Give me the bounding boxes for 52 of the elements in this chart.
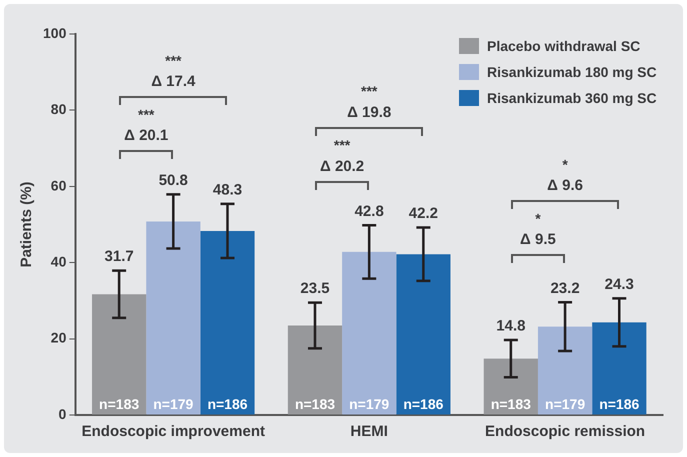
- y-tick-label: 0: [58, 406, 67, 422]
- bar: [200, 230, 255, 414]
- annotation: n=183: [490, 396, 532, 412]
- annotation: ***: [138, 106, 155, 122]
- y-tick-label: 60: [50, 177, 67, 194]
- data-label: 48.3: [212, 182, 242, 199]
- bar: [538, 326, 592, 414]
- annotation: ***: [165, 52, 182, 68]
- annotation: n=179: [153, 396, 194, 412]
- annotation: Δ 17.4: [151, 73, 196, 90]
- bar: [288, 325, 342, 414]
- annotation: n=179: [545, 396, 586, 412]
- y-tick-label: 20: [50, 330, 67, 346]
- legend-label: Placebo withdrawal SC: [487, 38, 640, 54]
- data-label: 23.2: [550, 280, 580, 297]
- annotation: n=183: [294, 396, 336, 412]
- y-tick-label: 40: [50, 253, 67, 270]
- annotation: Δ 9.5: [520, 231, 556, 248]
- x-tick-label: Endoscopic remission: [485, 423, 646, 440]
- data-label: 42.2: [408, 205, 438, 222]
- data-label: 50.8: [158, 172, 188, 190]
- data-label: 24.3: [604, 276, 634, 294]
- annotation: n=186: [599, 396, 640, 412]
- legend-label: Risankizumab 180 mg SC: [487, 64, 657, 80]
- bar: [396, 254, 450, 414]
- annotation: Δ 20.1: [124, 127, 168, 144]
- annotation: Δ 19.8: [347, 104, 392, 121]
- annotation: ***: [361, 83, 378, 100]
- x-tick-label: Endoscopic improvement: [82, 423, 265, 440]
- annotation: *: [535, 210, 542, 226]
- annotation: *: [562, 156, 568, 172]
- annotation: n=186: [207, 396, 248, 412]
- data-label: 42.8: [354, 202, 384, 220]
- data-label: 14.8: [496, 318, 526, 335]
- data-label: 23.5: [300, 280, 330, 298]
- bar: [92, 294, 146, 414]
- annotation: n=186: [403, 396, 444, 412]
- y-tick-label: 100: [43, 24, 67, 41]
- annotation: ***: [334, 137, 351, 154]
- annotation: n=183: [99, 396, 140, 412]
- y-axis-title: Patients (%): [18, 182, 36, 268]
- bar: [484, 358, 538, 414]
- bar: [592, 322, 646, 414]
- legend-label: Risankizumab 360 mg SC: [487, 90, 657, 106]
- data-label: 31.7: [104, 248, 134, 266]
- x-tick-label: HEMI: [350, 423, 388, 440]
- bar: [342, 252, 396, 414]
- y-tick-label: 80: [50, 101, 67, 118]
- annotation: Δ 20.2: [320, 158, 364, 175]
- bar: [146, 221, 200, 414]
- annotation: Δ 9.6: [547, 177, 583, 194]
- annotation: n=179: [349, 396, 390, 412]
